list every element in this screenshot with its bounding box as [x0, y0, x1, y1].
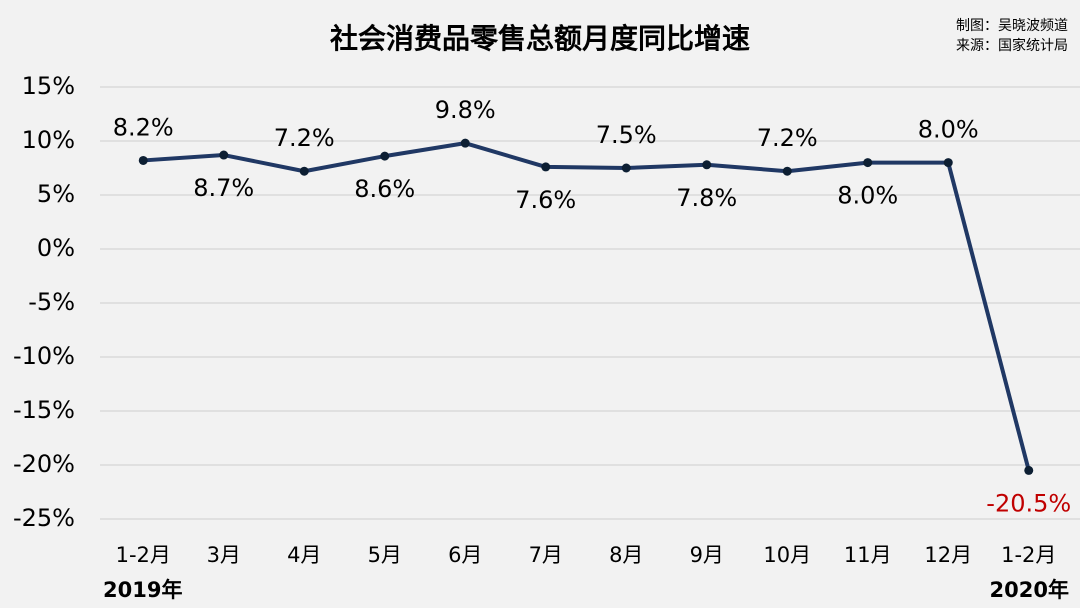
note: 来源：国家统计局 — [956, 37, 1068, 54]
data-label: 7.5% — [596, 121, 657, 149]
y-tick-label: -10% — [13, 342, 75, 370]
point — [541, 162, 551, 172]
x-tick-label: 11月 — [844, 543, 892, 567]
data-label: 7.2% — [274, 124, 335, 152]
x-tick-label: 4月 — [287, 543, 321, 567]
period-label: 2019年 — [103, 578, 182, 602]
data-label: 8.6% — [354, 175, 415, 203]
period-label: 2020年 — [990, 578, 1069, 602]
x-tick-label: 12月 — [924, 543, 972, 567]
point — [299, 166, 309, 176]
point — [702, 160, 712, 170]
point — [782, 166, 792, 176]
point — [219, 150, 229, 160]
point — [943, 158, 953, 168]
line — [143, 141, 1031, 471]
x-tick-label: 3月 — [207, 543, 241, 567]
data-label: 7.8% — [676, 184, 737, 212]
point — [138, 155, 148, 165]
point — [621, 163, 631, 173]
x-tick-label: 1-2月 — [116, 543, 171, 567]
y-tick-label: 15% — [22, 72, 75, 100]
x-tick-label: 10月 — [763, 543, 811, 567]
data-label: 7.6% — [515, 186, 576, 214]
point — [1024, 465, 1034, 475]
data-label: -20.5% — [986, 489, 1071, 517]
x-tick-label: 1-2月 — [1001, 543, 1056, 567]
note: 制图：吴晓波频道 — [956, 18, 1068, 34]
data-label: 8.0% — [918, 116, 979, 144]
point — [380, 151, 390, 161]
y-tick-label: 5% — [37, 180, 75, 208]
x-tick-label: 9月 — [690, 543, 724, 567]
x-tick-label: 8月 — [609, 543, 643, 567]
point — [863, 158, 873, 168]
x-tick-label: 5月 — [368, 543, 402, 567]
y-tick-label: -5% — [28, 288, 75, 316]
x-tick-label: 6月 — [448, 543, 482, 567]
data-label: 8.2% — [113, 113, 174, 141]
y-tick-label: 0% — [37, 234, 75, 262]
y-tick-label: -25% — [13, 504, 75, 532]
data-label: 8.7% — [193, 174, 254, 202]
data-label: 8.0% — [837, 182, 898, 210]
point — [460, 138, 470, 148]
chart-title: 社会消费品零售总额月度同比增速 — [330, 22, 750, 55]
data-label: 9.8% — [435, 96, 496, 124]
y-tick-label: 10% — [22, 126, 75, 154]
y-tick-label: -20% — [13, 450, 75, 478]
x-tick-label: 7月 — [529, 543, 563, 567]
data-label: 7.2% — [757, 124, 818, 152]
y-tick-label: -15% — [13, 396, 75, 424]
